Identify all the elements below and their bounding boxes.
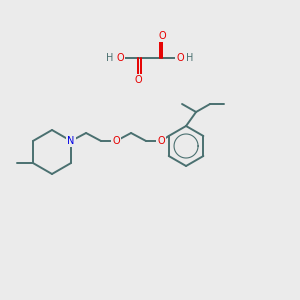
Text: O: O bbox=[134, 75, 142, 85]
Text: H: H bbox=[106, 53, 114, 63]
Text: O: O bbox=[158, 31, 166, 41]
Text: H: H bbox=[186, 53, 194, 63]
Text: O: O bbox=[176, 53, 184, 63]
Text: N: N bbox=[68, 136, 75, 146]
Text: O: O bbox=[116, 53, 124, 63]
Text: O: O bbox=[112, 136, 120, 146]
Text: O: O bbox=[157, 136, 165, 146]
